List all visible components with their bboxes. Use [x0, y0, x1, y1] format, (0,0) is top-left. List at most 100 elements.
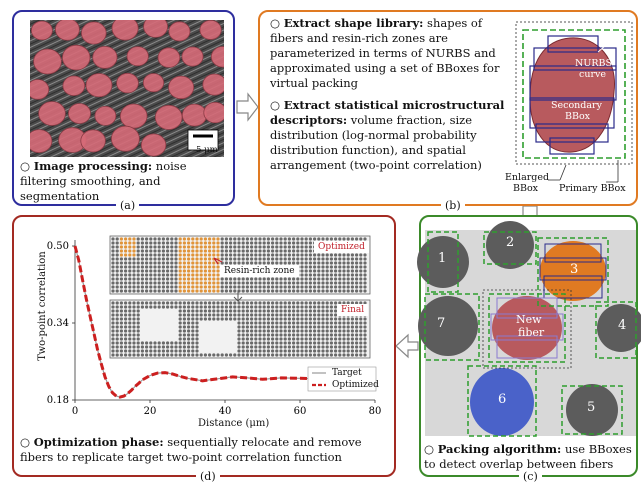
inset-fiber-dot — [304, 305, 308, 309]
inset-fiber-dot — [359, 261, 363, 265]
inset-fiber-dot — [334, 333, 338, 337]
inset-fiber-dot — [258, 257, 262, 261]
inset-fiber-dot — [296, 249, 300, 253]
inset-fiber-dot — [292, 237, 296, 241]
inset-fiber-dot — [266, 329, 270, 333]
inset-fiber-dot — [237, 337, 241, 341]
inset-fiber-dot — [170, 253, 174, 257]
y-axis-label: Two-point correlation — [37, 251, 48, 361]
inset-fiber-dot — [145, 349, 149, 353]
inset-fiber-dot — [191, 321, 195, 325]
micrograph-fiber — [55, 20, 80, 41]
inset-fiber-dot — [124, 285, 128, 289]
inset-fiber-dot — [153, 301, 157, 305]
inset-fiber-dot — [275, 321, 279, 325]
inset-fiber-dot — [166, 349, 170, 353]
inset-fiber-dot — [283, 317, 287, 321]
inset-fiber-dot — [321, 349, 325, 353]
inset-fiber-dot — [187, 301, 191, 305]
inset-fiber-dot — [308, 353, 312, 357]
inset-fiber-dot — [350, 261, 354, 265]
inset-fiber-dot — [334, 265, 338, 269]
inset-fiber-dot — [145, 353, 149, 357]
inset-fiber-dot — [338, 345, 342, 349]
inset-fiber-dot — [182, 265, 186, 269]
inset-fiber-dot — [287, 285, 291, 289]
inset-fiber-dot — [342, 277, 346, 281]
inset-fiber-dot — [292, 353, 296, 357]
inset-fiber-dot — [216, 285, 220, 289]
inset-fiber-dot — [296, 305, 300, 309]
x-axis-label: Distance (μm) — [198, 418, 270, 429]
inset-fiber-dot — [124, 337, 128, 341]
inset-fiber-dot — [304, 281, 308, 285]
inset-fiber-dot — [313, 321, 317, 325]
inset-fiber-dot — [166, 237, 170, 241]
inset-fiber-dot — [334, 285, 338, 289]
inset-fiber-dot — [355, 353, 359, 357]
inset-fiber-dot — [329, 313, 333, 317]
inset-fiber-dot — [203, 245, 207, 249]
inset-fiber-dot — [308, 277, 312, 281]
inset-fiber-dot — [124, 349, 128, 353]
inset-fiber-dot — [287, 249, 291, 253]
inset-fiber-dot — [191, 353, 195, 357]
inset-fiber-dot — [119, 245, 123, 249]
inset-fiber-dot — [195, 249, 199, 253]
inset-fiber-dot — [170, 261, 174, 265]
inset-fiber-dot — [292, 249, 296, 253]
inset-fiber-dot — [258, 329, 262, 333]
inset-fiber-dot — [136, 317, 140, 321]
inset-fiber-dot — [174, 257, 178, 261]
inset-fiber-dot — [166, 341, 170, 345]
inset-fiber-dot — [115, 253, 119, 257]
inset-fiber-dot — [313, 261, 317, 265]
inset-fiber-dot — [321, 261, 325, 265]
inset-fiber-dot — [136, 345, 140, 349]
inset-fiber-dot — [359, 341, 363, 345]
inset-fiber-dot — [115, 277, 119, 281]
inset-fiber-dot — [166, 265, 170, 269]
inset-fiber-dot — [170, 273, 174, 277]
inset-fiber-dot — [191, 237, 195, 241]
inset-fiber-dot — [178, 305, 182, 309]
inset-fiber-dot — [153, 237, 157, 241]
inset-fiber-dot — [149, 273, 153, 277]
inset-fiber-dot — [212, 309, 216, 313]
fiber-2 — [486, 221, 534, 269]
inset-fiber-dot — [216, 309, 220, 313]
inset-fiber-dot — [157, 253, 161, 257]
inset-fiber-dot — [266, 337, 270, 341]
inset-fiber-dot — [111, 333, 115, 337]
inset-fiber-dot — [363, 281, 367, 285]
inset-fiber-dot — [245, 341, 249, 345]
inset-fiber-dot — [182, 285, 186, 289]
inset-fiber-dot — [145, 253, 149, 257]
inset-fiber-dot — [342, 269, 346, 273]
inset-fiber-dot — [195, 305, 199, 309]
micrograph-fiber — [202, 73, 224, 96]
inset-fiber-dot — [283, 313, 287, 317]
inset-fiber-dot — [229, 317, 233, 321]
inset-fiber-dot — [329, 281, 333, 285]
inset-fiber-dot — [266, 309, 270, 313]
inset-fiber-dot — [258, 313, 262, 317]
inset-fiber-dot — [254, 349, 258, 353]
optimization-body: sequentially relocate and remove fibers … — [20, 435, 362, 464]
inset-fiber-dot — [140, 289, 144, 293]
inset-fiber-dot — [195, 313, 199, 317]
inset-fiber-dot — [296, 309, 300, 313]
inset-fiber-dot — [262, 341, 266, 345]
inset-fiber-dot — [203, 269, 207, 273]
inset-fiber-dot — [355, 317, 359, 321]
inset-fiber-dot — [329, 237, 333, 241]
inset-fiber-dot — [283, 261, 287, 265]
inset-fiber-dot — [283, 285, 287, 289]
inset-fiber-dot — [254, 257, 258, 261]
caption-d: (d) — [196, 471, 220, 483]
inset-fiber-dot — [350, 281, 354, 285]
inset-fiber-dot — [208, 317, 212, 321]
inset-fiber-dot — [329, 257, 333, 261]
inset-fiber-dot — [308, 273, 312, 277]
inset-fiber-dot — [262, 277, 266, 281]
